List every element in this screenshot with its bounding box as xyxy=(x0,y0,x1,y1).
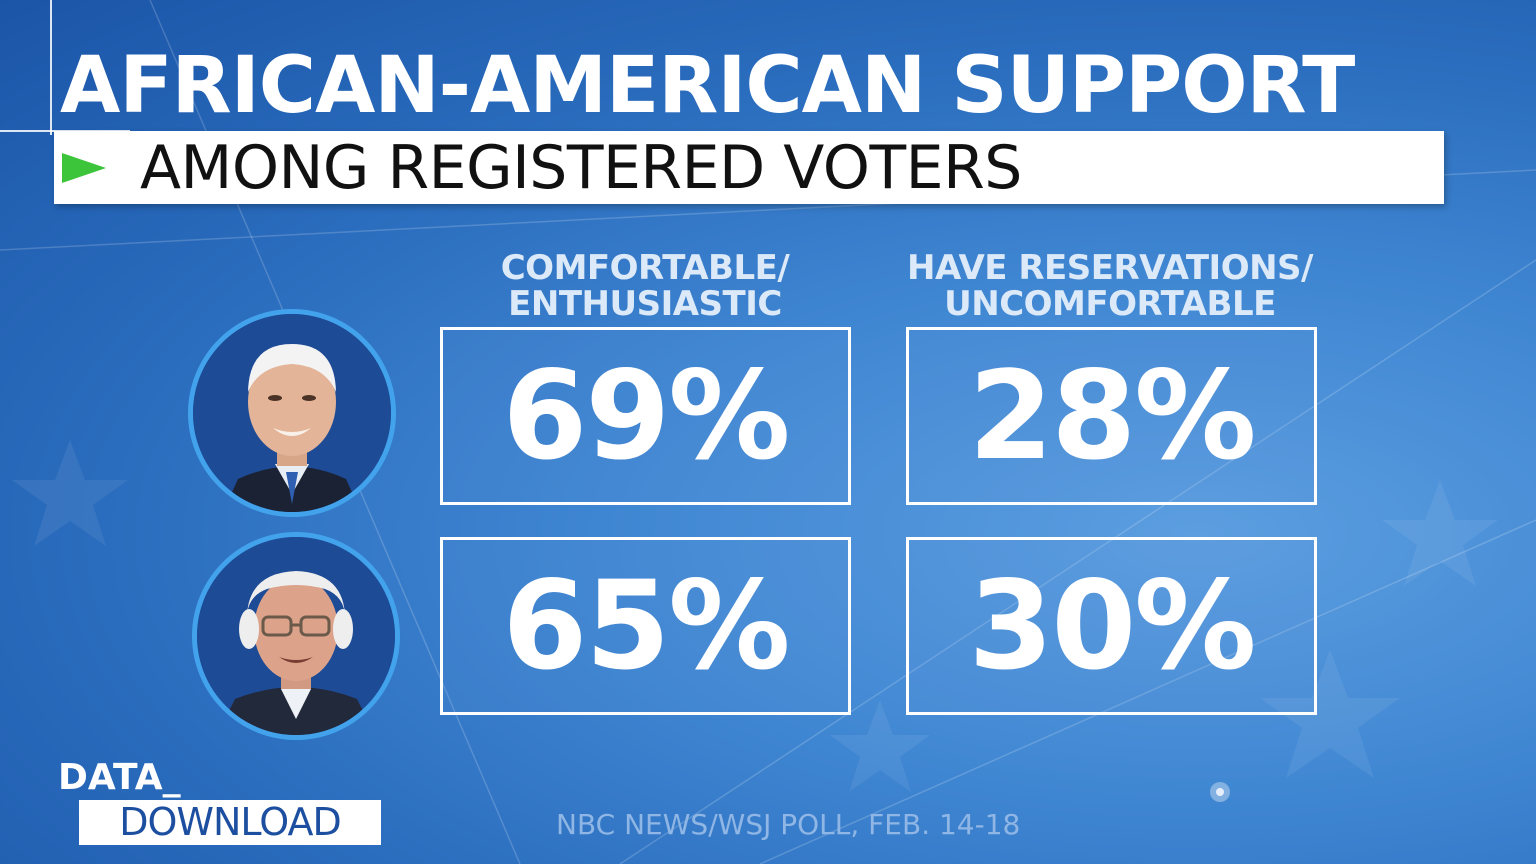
table-cell: 28% xyxy=(906,327,1317,505)
table-cell: 65% xyxy=(440,537,851,715)
cell-value: 65% xyxy=(502,555,790,697)
column-header-line: UNCOMFORTABLE xyxy=(944,284,1276,324)
column-header-line: ENTHUSIASTIC xyxy=(508,284,782,324)
play-arrow-icon xyxy=(62,153,106,183)
subtitle-bar: AMONG REGISTERED VOTERS xyxy=(54,131,1444,204)
cell-value: 69% xyxy=(502,345,790,487)
brand-logo-data: DATA_ xyxy=(58,757,181,798)
cell-value: 30% xyxy=(968,555,1256,697)
column-header-comfortable: COMFORTABLE/ ENTHUSIASTIC xyxy=(440,250,850,322)
column-header-reservations: HAVE RESERVATIONS/ UNCOMFORTABLE xyxy=(880,250,1340,322)
cell-value: 28% xyxy=(968,345,1256,487)
chart-subtitle: AMONG REGISTERED VOTERS xyxy=(140,133,1022,203)
chart-title: AFRICAN-AMERICAN SUPPORT xyxy=(60,41,1355,131)
frame-line-vertical xyxy=(50,0,52,135)
brand-logo-download: DOWNLOAD xyxy=(119,800,341,844)
table-cell: 30% xyxy=(906,537,1317,715)
candidate-photo-avatar xyxy=(192,532,400,740)
source-caption: NBC NEWS/WSJ POLL, FEB. 14-18 xyxy=(556,808,1021,841)
column-header-line: COMFORTABLE/ xyxy=(500,248,790,288)
column-header-line: HAVE RESERVATIONS/ xyxy=(907,248,1313,288)
brand-logo-box: DOWNLOAD xyxy=(79,800,381,845)
candidate-photo-avatar xyxy=(188,309,396,517)
table-cell: 69% xyxy=(440,327,851,505)
